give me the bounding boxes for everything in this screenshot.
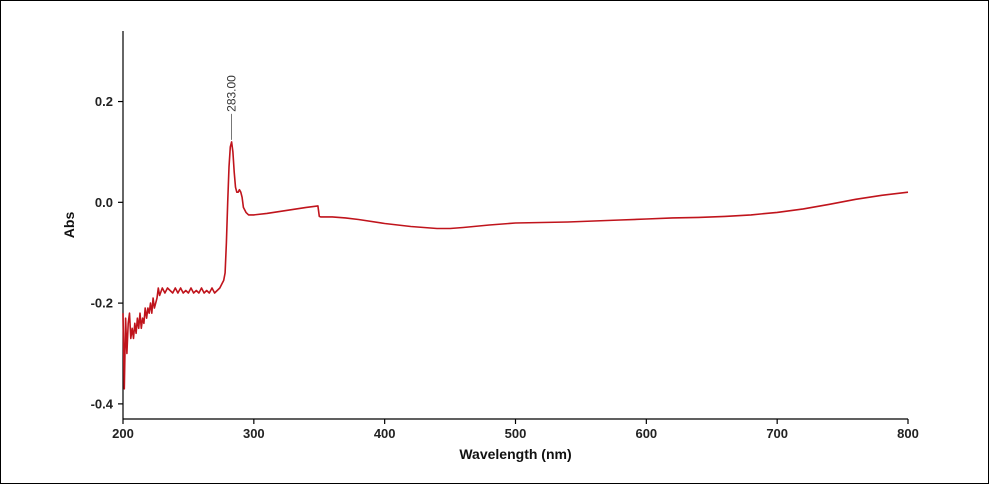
x-tick-label: 400 [374,426,396,441]
series-layer [122,141,909,390]
y-tick-label: 0.2 [95,94,113,109]
y-axis-title: Abs [61,212,77,239]
x-tick-label: 600 [635,426,657,441]
spectrum-line [122,141,909,390]
peak-label: 283.00 [225,75,239,112]
x-tick-label: 800 [897,426,919,441]
y-tick-label: 0.0 [95,195,113,210]
x-tick-label: 200 [112,426,134,441]
x-tick-label: 300 [243,426,265,441]
y-ticks: -0.4 -0.2 0.0 0.2 [91,94,123,411]
x-tick-label: 500 [505,426,527,441]
y-tick-label: -0.2 [91,296,113,311]
annotations: 283.00 [225,75,239,140]
axes [122,31,908,420]
x-ticks: 200 300 400 500 600 700 800 [112,419,919,441]
y-tick-label: -0.4 [91,396,114,411]
x-tick-label: 700 [766,426,788,441]
x-axis-title: Wavelength (nm) [459,446,571,462]
